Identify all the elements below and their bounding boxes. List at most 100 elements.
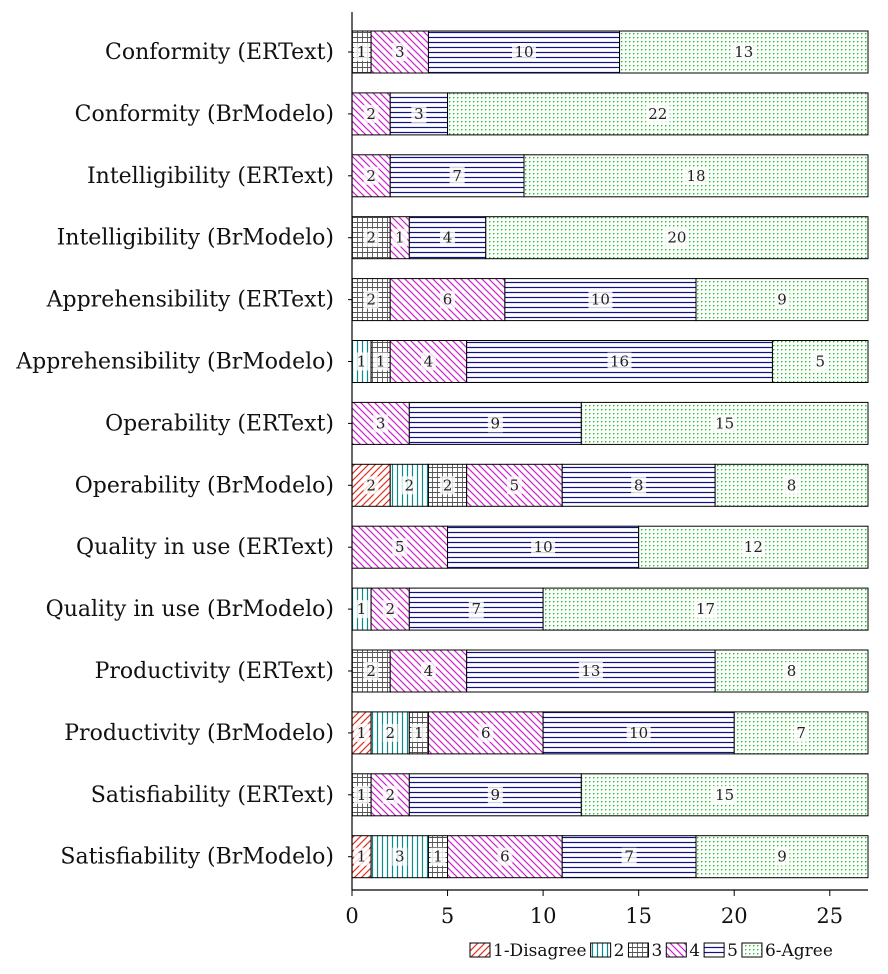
- x-tick-label: 15: [625, 904, 652, 928]
- segment-label-bg: [512, 43, 536, 61]
- legend-label: 4: [689, 941, 700, 961]
- segment-value-label: 6: [500, 848, 510, 866]
- segment-label-bg: [354, 600, 370, 619]
- segment-label-bg: [430, 847, 446, 866]
- segment-label-bg: [382, 600, 398, 619]
- segment-label-bg: [684, 166, 708, 185]
- segment-value-label: 2: [366, 167, 376, 185]
- legend-swatch: [703, 942, 725, 958]
- segment-value-label: 2: [366, 662, 376, 680]
- segment-value-label: 1: [357, 724, 367, 742]
- segment-value-label: 22: [648, 105, 667, 123]
- segment-value-label: 8: [787, 476, 797, 494]
- category-label: Operability (ERText): [105, 411, 334, 436]
- segment-label-bg: [621, 847, 637, 866]
- category-label: Conformity (ERText): [105, 40, 334, 65]
- legend-swatch: [665, 942, 687, 958]
- segment-label-bg: [373, 414, 389, 433]
- segment-value-label: 7: [796, 724, 806, 742]
- segment-value-label: 2: [385, 724, 395, 742]
- category-label: Quality in use (ERText): [76, 535, 334, 560]
- category-label: Conformity (BrModelo): [75, 102, 334, 127]
- category-label: Productivity (BrModelo): [64, 721, 334, 746]
- segment-value-label: 10: [629, 724, 648, 742]
- segment-label-bg: [449, 166, 465, 185]
- segment-value-label: 1: [376, 353, 386, 371]
- segment-value-label: 9: [491, 786, 501, 804]
- segment-value-label: 1: [357, 353, 367, 371]
- segment-label-bg: [578, 662, 603, 680]
- segment-label-bg: [712, 414, 737, 433]
- segment-value-label: 9: [491, 414, 501, 432]
- segment-label-bg: [440, 228, 456, 247]
- segment-value-label: 3: [414, 105, 424, 123]
- segment-value-label: 1: [357, 43, 367, 61]
- segment-label-bg: [741, 538, 766, 557]
- segment-value-label: 16: [610, 353, 629, 371]
- legend-label: 2: [614, 941, 625, 961]
- legend-swatch: [741, 942, 763, 958]
- segment-label-bg: [784, 476, 800, 495]
- segment-label-bg: [664, 228, 689, 247]
- segment-value-label: 7: [471, 600, 481, 618]
- segment-value-label: 2: [366, 105, 376, 123]
- category-label: Satisfiability (BrModelo): [60, 845, 334, 870]
- segment-label-bg: [382, 723, 398, 742]
- legend-swatch: [627, 942, 649, 958]
- segment-value-label: 8: [787, 662, 797, 680]
- segment-label-bg: [497, 847, 513, 866]
- segment-label-bg: [478, 723, 494, 742]
- category-label: Intelligibility (ERText): [87, 164, 334, 189]
- x-tick-label: 25: [816, 904, 843, 928]
- segment-value-label: 1: [414, 724, 424, 742]
- segment-value-label: 5: [395, 538, 405, 556]
- segment-value-label: 2: [366, 291, 376, 309]
- segment-label-bg: [420, 352, 436, 371]
- segment-value-label: 2: [366, 229, 376, 247]
- segment-value-label: 15: [715, 414, 734, 432]
- segment-label-bg: [363, 104, 379, 123]
- segment-value-label: 2: [385, 600, 395, 618]
- segment-label-bg: [354, 847, 370, 866]
- segment-value-label: 12: [744, 538, 763, 556]
- x-tick-label: 0: [345, 904, 358, 928]
- segment-label-bg: [354, 785, 370, 804]
- segment-label-bg: [712, 785, 737, 804]
- segment-label-bg: [363, 662, 379, 680]
- segment-value-label: 1: [395, 229, 405, 247]
- segment-value-label: 13: [581, 662, 600, 680]
- segment-label-bg: [373, 352, 389, 371]
- segment-label-bg: [440, 476, 456, 495]
- segment-label-bg: [531, 538, 556, 557]
- segment-value-label: 10: [514, 43, 533, 61]
- segment-value-label: 13: [734, 43, 753, 61]
- segment-label-bg: [401, 476, 417, 495]
- segment-label-bg: [354, 43, 370, 61]
- segment-value-label: 5: [510, 476, 520, 494]
- segment-value-label: 4: [443, 229, 453, 247]
- segment-value-label: 2: [385, 786, 395, 804]
- x-tick-label: 20: [721, 904, 748, 928]
- segment-label-bg: [440, 290, 456, 309]
- category-label: Operability (BrModelo): [75, 473, 334, 498]
- category-label: Satisfiability (ERText): [91, 783, 334, 808]
- segment-value-label: 1: [357, 848, 367, 866]
- segment-label-bg: [468, 600, 484, 619]
- legend-label: 1-Disagree: [493, 941, 587, 961]
- segment-label-bg: [392, 228, 408, 247]
- segment-value-label: 10: [591, 291, 610, 309]
- segment-label-bg: [631, 476, 647, 495]
- x-tick-label: 10: [530, 904, 557, 928]
- segment-label-bg: [487, 414, 503, 433]
- category-label: Apprehensibility (BrModelo): [15, 350, 334, 375]
- segment-label-bg: [774, 847, 790, 866]
- bar-segment: [351, 154, 391, 198]
- segment-label-bg: [382, 785, 398, 804]
- segment-value-label: 17: [696, 600, 715, 618]
- x-tick-label: 5: [441, 904, 454, 928]
- segment-label-bg: [774, 290, 790, 309]
- segment-label-bg: [731, 43, 756, 61]
- segment-value-label: 2: [366, 476, 376, 494]
